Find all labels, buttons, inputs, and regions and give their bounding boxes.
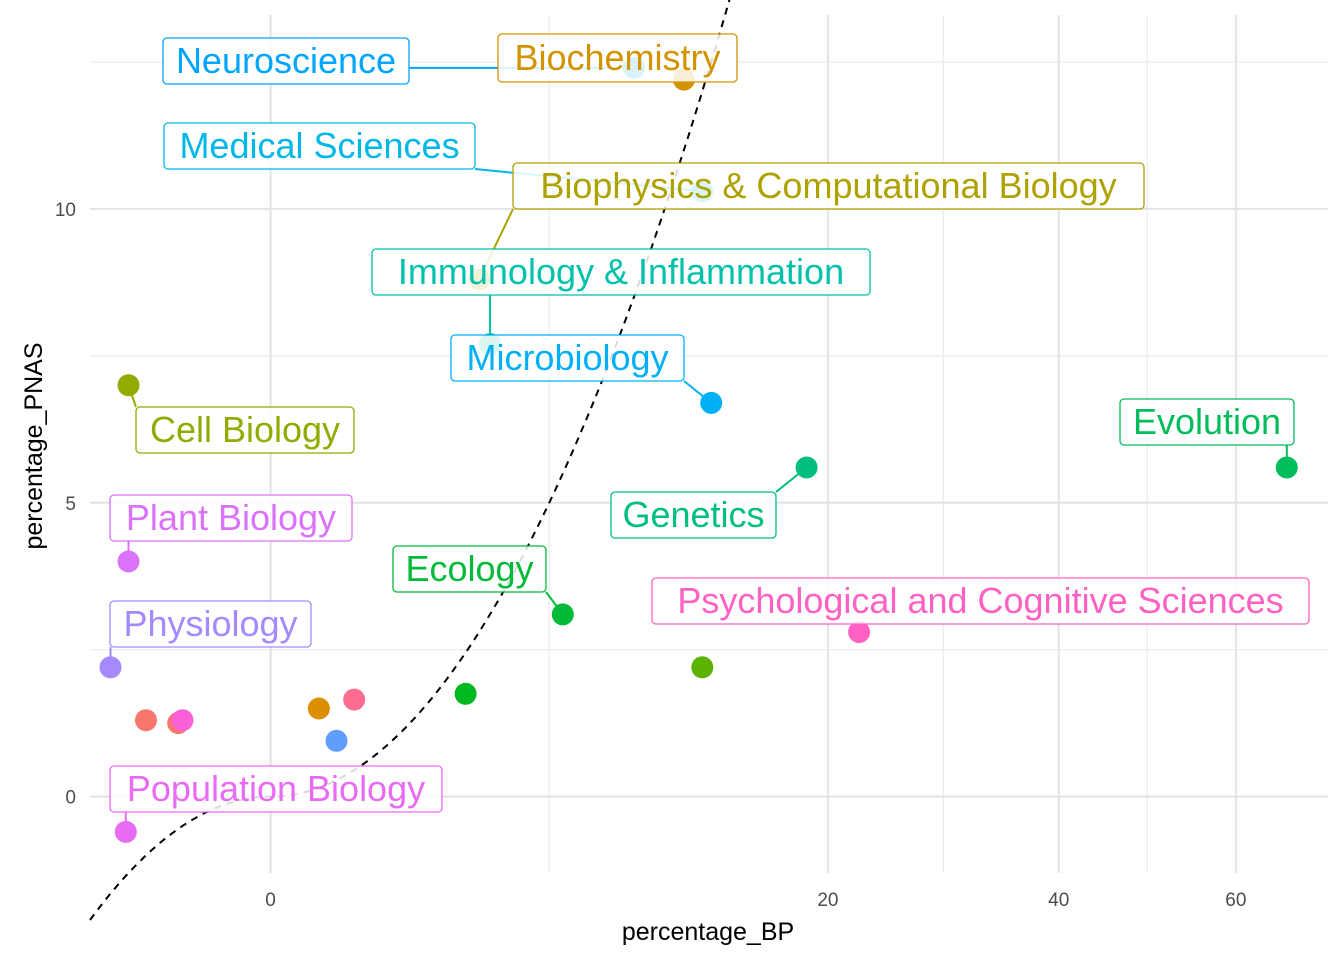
data-point (325, 729, 348, 752)
point-label: Plant Biology (126, 497, 336, 538)
point-label: Cell Biology (150, 409, 340, 450)
point-label: Biochemistry (514, 37, 720, 78)
point-label: Medical Sciences (179, 125, 459, 166)
data-point (700, 391, 723, 414)
label-box (610, 491, 777, 539)
label-box (497, 33, 738, 83)
data-point (1275, 456, 1298, 479)
label-box (109, 494, 353, 542)
point-label: Immunology & Inflammation (398, 251, 844, 292)
label-box (371, 248, 871, 296)
x-axis-title: percentage_BP (622, 918, 794, 946)
data-point (795, 456, 818, 479)
data-point (691, 656, 714, 679)
y-axis-ticks: 0 5 10 (55, 200, 76, 809)
x-axis-ticks: 0 20 40 60 (265, 890, 1246, 911)
data-point (117, 550, 140, 573)
x-tick-label: 40 (1048, 890, 1069, 911)
label-box (392, 545, 547, 593)
point-label: Biophysics & Computational Biology (540, 165, 1116, 206)
label-box (163, 122, 476, 170)
point-label: Microbiology (466, 337, 668, 378)
point-label: Physiology (123, 603, 297, 644)
point-labels: Neuroscience Biochemistry Medical Sciences… (109, 33, 1310, 813)
point-label: Genetics (622, 494, 764, 535)
data-point (114, 820, 137, 843)
point-label: Evolution (1133, 401, 1281, 442)
label-box (109, 765, 443, 813)
y-tick-label: 0 (65, 788, 76, 809)
y-axis-title: percentage_PNAS (20, 342, 48, 549)
data-point (551, 603, 574, 626)
label-box (109, 600, 312, 648)
point-label: Ecology (405, 548, 533, 589)
data-point (171, 709, 194, 732)
y-tick-label: 10 (55, 200, 76, 221)
point-label: Neuroscience (176, 40, 396, 81)
data-point (99, 656, 122, 679)
data-point (848, 621, 871, 644)
label-box (162, 37, 410, 85)
label-box (651, 577, 1310, 625)
data-point (307, 697, 330, 720)
data-point (135, 709, 157, 732)
x-tick-label: 20 (817, 890, 838, 911)
point-label: Psychological and Cognitive Sciences (677, 580, 1283, 621)
x-tick-label: 0 (265, 890, 276, 911)
data-point (343, 688, 366, 711)
data-point (454, 682, 477, 705)
label-box (450, 334, 685, 382)
data-point (117, 374, 140, 397)
label-box (512, 162, 1145, 210)
y-tick-label: 5 (65, 494, 76, 515)
label-box (1119, 398, 1295, 446)
point-label: Population Biology (127, 768, 425, 809)
label-box (135, 406, 355, 454)
x-tick-label: 60 (1225, 890, 1246, 911)
